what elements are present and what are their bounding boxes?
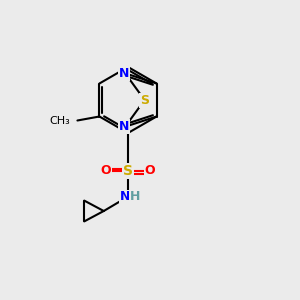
Text: N: N <box>119 120 129 133</box>
Text: H: H <box>130 190 140 203</box>
Text: O: O <box>101 164 111 178</box>
Text: CH₃: CH₃ <box>50 116 70 127</box>
Text: N: N <box>120 190 130 203</box>
Text: S: S <box>140 94 149 106</box>
Text: S: S <box>123 164 133 178</box>
Text: N: N <box>119 67 129 80</box>
Text: O: O <box>145 164 155 178</box>
